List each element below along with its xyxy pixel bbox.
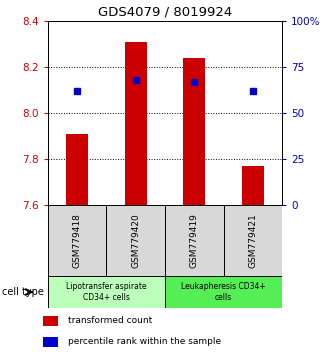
Bar	[106, 205, 165, 276]
Title: GDS4079 / 8019924: GDS4079 / 8019924	[98, 6, 232, 19]
Text: GSM779418: GSM779418	[73, 213, 82, 268]
Text: Leukapheresis CD34+
cells: Leukapheresis CD34+ cells	[181, 282, 266, 302]
Text: percentile rank within the sample: percentile rank within the sample	[68, 337, 221, 346]
Text: GSM779419: GSM779419	[190, 213, 199, 268]
Bar	[66, 134, 88, 205]
Bar	[48, 276, 165, 308]
Bar	[43, 316, 58, 326]
Bar	[183, 58, 205, 205]
Text: transformed count: transformed count	[68, 316, 152, 325]
Bar	[48, 205, 106, 276]
Bar	[165, 205, 224, 276]
Text: GSM779420: GSM779420	[131, 213, 140, 268]
Text: GSM779421: GSM779421	[248, 213, 257, 268]
Text: Lipotransfer aspirate
CD34+ cells: Lipotransfer aspirate CD34+ cells	[66, 282, 147, 302]
Bar	[242, 166, 264, 205]
Bar	[43, 337, 58, 347]
Bar	[125, 42, 147, 205]
Text: cell type: cell type	[2, 287, 44, 297]
Bar	[165, 276, 282, 308]
Bar	[224, 205, 282, 276]
